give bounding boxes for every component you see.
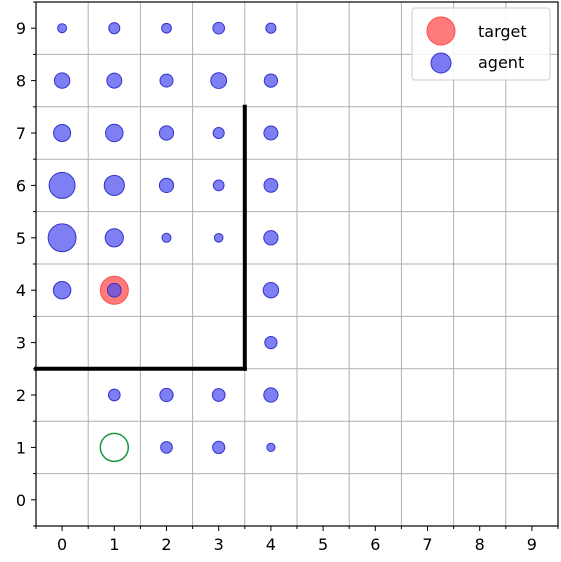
walls [34, 104, 247, 371]
agent-point [159, 387, 174, 403]
agent-point [48, 171, 76, 199]
agent-point [263, 178, 279, 193]
agent-point [210, 72, 228, 90]
agent-point [266, 442, 276, 453]
agent-point [263, 230, 279, 246]
x-tick-label: 9 [527, 535, 537, 554]
start-marker [99, 432, 130, 463]
y-tick-label: 5 [16, 229, 26, 248]
x-tick-label: 2 [161, 535, 171, 554]
agent-point [213, 232, 224, 243]
axis-ticks: 0 1 2 3 4 5 6 7 8 9 0 1 2 3 4 5 6 7 8 9 [16, 1, 559, 554]
agent-point [263, 125, 279, 141]
x-tick-label: 4 [266, 535, 276, 554]
agent-point [211, 388, 226, 402]
agent-point [212, 179, 225, 192]
x-tick-label: 5 [318, 535, 328, 554]
agent-point [47, 223, 77, 253]
legend-agent-label: agent [478, 53, 524, 72]
agent-point [212, 21, 226, 35]
agent-point [53, 123, 72, 143]
x-tick-label: 3 [214, 535, 224, 554]
agent-point [104, 228, 124, 248]
y-tick-label: 7 [16, 124, 26, 143]
x-tick-label: 8 [475, 535, 485, 554]
agent-point [262, 282, 280, 299]
y-tick-label: 3 [16, 334, 26, 353]
agent-point [159, 73, 174, 88]
agent-point [263, 73, 279, 88]
legend-target-label: target [478, 22, 527, 41]
agent-point [265, 22, 277, 34]
agent-point [53, 72, 71, 89]
x-tick-label: 0 [57, 535, 67, 554]
agent-point [161, 22, 172, 34]
agent-point [105, 123, 124, 143]
markers [47, 21, 280, 463]
x-tick-label: 1 [109, 535, 119, 554]
legend-target-marker [426, 16, 456, 46]
x-tick-label: 7 [422, 535, 432, 554]
agent-point [108, 22, 121, 35]
legend: target agent [411, 7, 551, 81]
y-tick-label: 0 [16, 491, 26, 510]
agent-point [160, 441, 173, 454]
agent-point [212, 126, 225, 140]
agent-point [57, 23, 68, 34]
agent-point [107, 388, 121, 402]
agent-point [106, 282, 122, 298]
agent-point [264, 336, 278, 350]
y-tick-label: 9 [16, 19, 26, 38]
agent-point [263, 387, 279, 403]
agent-point [103, 174, 125, 196]
y-tick-label: 6 [16, 176, 26, 195]
y-tick-label: 4 [16, 281, 26, 300]
legend-agent-marker [430, 52, 452, 74]
y-tick-label: 8 [16, 72, 26, 91]
agent-point [158, 125, 175, 141]
agent-point [212, 440, 226, 454]
x-tick-label: 6 [370, 535, 380, 554]
agent-point [158, 177, 175, 194]
agent-point [161, 232, 172, 243]
y-tick-label: 2 [16, 386, 26, 405]
agent-point [52, 280, 72, 300]
agent-point [106, 72, 123, 89]
y-tick-label: 1 [16, 438, 26, 457]
